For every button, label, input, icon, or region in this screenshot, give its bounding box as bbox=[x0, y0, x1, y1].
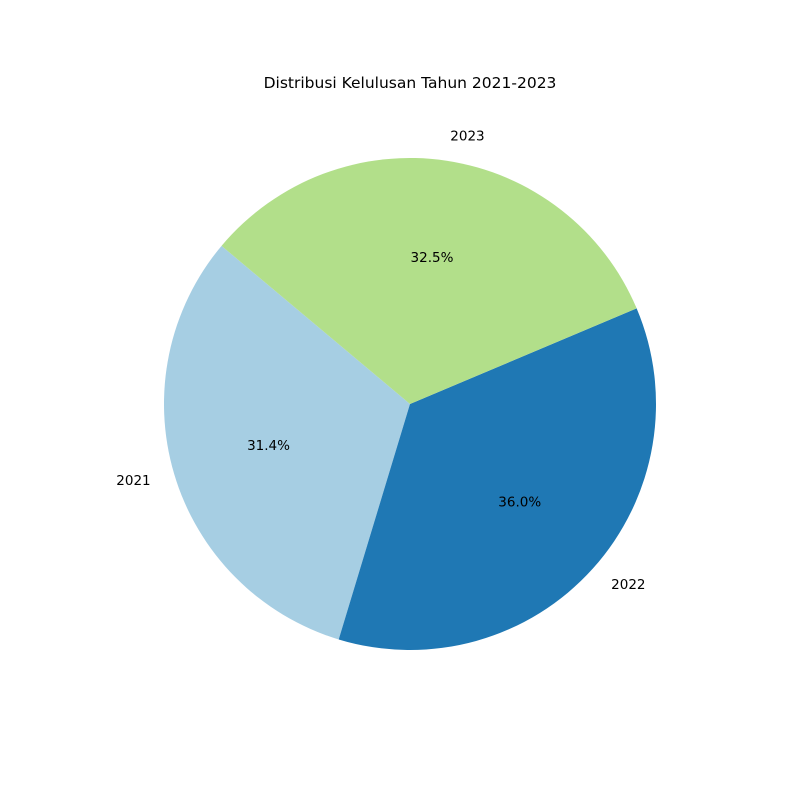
slice-percent-2022: 36.0% bbox=[498, 495, 541, 511]
pie-slice-2022 bbox=[338, 308, 656, 650]
pie-slice-2021 bbox=[163, 245, 410, 640]
pie-labels: 2021 31.4% 2022 36.0% 2023 32.5% bbox=[116, 128, 645, 593]
chart-title: Distribusi Kelulusan Tahun 2021-2023 bbox=[264, 74, 557, 92]
slice-label-2023: 2023 bbox=[450, 128, 484, 144]
slice-percent-2021: 31.4% bbox=[247, 438, 290, 454]
pie-slices bbox=[163, 157, 656, 650]
slice-label-2022: 2022 bbox=[611, 577, 645, 593]
slice-label-2021: 2021 bbox=[116, 473, 150, 489]
pie-slice-2023 bbox=[221, 157, 637, 404]
slice-percent-2023: 32.5% bbox=[411, 250, 454, 266]
